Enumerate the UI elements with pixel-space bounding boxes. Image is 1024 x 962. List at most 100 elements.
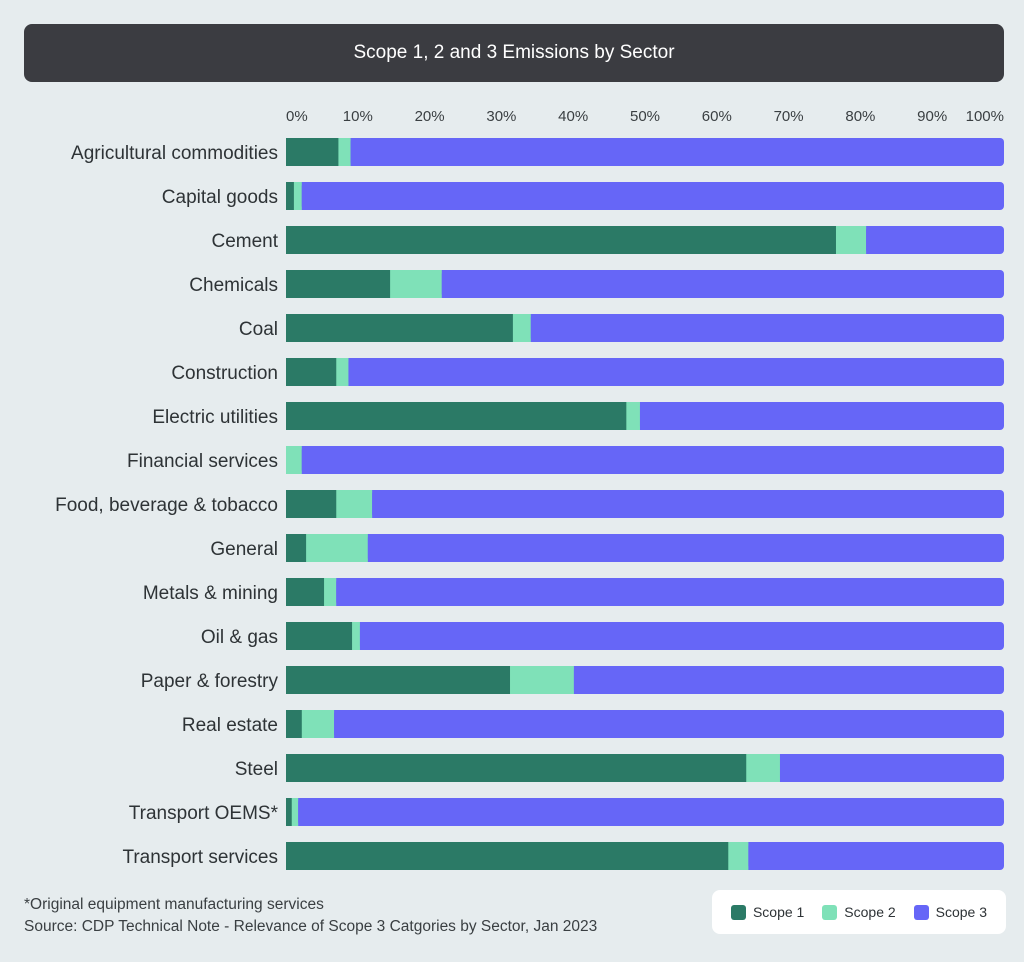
bar-segment-edge (367, 534, 374, 562)
legend: Scope 1 Scope 2 Scope 3 (712, 890, 1006, 934)
bar-segment-scope-1 (286, 842, 729, 870)
bar-row-metals-mining (286, 578, 1004, 606)
bar-segment-scope-3 (334, 710, 1004, 738)
bar-segment-edge (301, 182, 308, 210)
bar-segment-scope-2 (336, 358, 349, 386)
bar-segment-scope-3 (748, 842, 1004, 870)
bar-segment-scope-3 (372, 490, 1004, 518)
bar-segment-scope-2 (293, 182, 303, 210)
bar-segment-scope-1 (286, 270, 391, 298)
legend-label-scope-1: Scope 1 (752, 904, 805, 920)
bar-segment-scope-3 (301, 182, 1004, 210)
x-tick-label: 70% (774, 108, 804, 125)
bar-row-agricultural-commodities (286, 138, 1004, 166)
bar-segment-scope-3 (530, 314, 1004, 342)
bar-segment-scope-1 (286, 798, 293, 826)
bar-segment-edge (336, 578, 343, 606)
bar-segment-scope-3 (298, 798, 1004, 826)
bar-segment-scope-1 (286, 182, 295, 210)
legend-swatch-scope-3 (913, 904, 929, 920)
category-label: Oil & gas (201, 627, 278, 648)
bar-segment-edge (350, 138, 357, 166)
bar-segment-scope-3 (350, 138, 1004, 166)
bar-segment-scope-3 (336, 578, 1004, 606)
bar-segment-scope-1 (286, 402, 627, 430)
bar-segment-scope-2 (324, 578, 337, 606)
bar-row-construction (286, 358, 1004, 386)
x-tick-label: 20% (415, 108, 445, 125)
category-label: Financial services (127, 451, 278, 472)
bar-segment-scope-3 (779, 754, 1004, 782)
bar-row-oil-gas (286, 622, 1004, 650)
bar-segment-scope-2 (291, 798, 299, 826)
bar-segment-edge (866, 226, 873, 254)
category-label: Food, beverage & tobacco (55, 495, 278, 516)
bar-row-transport-oems (286, 798, 1004, 826)
bar-segment-scope-2 (286, 446, 303, 474)
bar-segment-edge (573, 666, 580, 694)
bar-segment-edge (748, 842, 755, 870)
bar-segment-scope-1 (286, 622, 353, 650)
bar-segment-edge (348, 358, 355, 386)
bar-row-transport-services (286, 842, 1004, 870)
bar-segment-scope-3 (348, 358, 1004, 386)
category-label: Cement (211, 231, 278, 252)
bar-segment-scope-3 (441, 270, 1004, 298)
bar-row-general (286, 534, 1004, 562)
category-label: Capital goods (162, 187, 278, 208)
bar-row-steel (286, 754, 1004, 782)
bar-segment-scope-2 (306, 534, 369, 562)
bar-row-capital-goods (286, 182, 1004, 210)
category-label: Construction (171, 363, 278, 384)
footnote-note: *Original equipment manufacturing servic… (24, 896, 324, 913)
x-tick-label: 90% (917, 108, 947, 125)
bar-segment-scope-1 (286, 710, 303, 738)
stacked-bar-chart: 0% 10% 20% 30% 40% 50% 60% 70% 80% 90% 100% Agricul… (55, 108, 1004, 870)
bar-segment-scope-1 (286, 666, 511, 694)
bar-segment-scope-3 (866, 226, 1004, 254)
bar-segment-scope-2 (746, 754, 781, 782)
bar-segment-edge (334, 710, 341, 738)
category-label: General (210, 539, 278, 560)
x-tick-label: 0% (286, 108, 308, 125)
bar-segment-scope-1 (286, 754, 747, 782)
bar-segment-edge (298, 798, 305, 826)
category-label: Electric utilities (152, 407, 278, 428)
category-label: Agricultural commodities (71, 143, 278, 164)
category-label: Real estate (182, 715, 278, 736)
bar-segment-scope-1 (286, 534, 307, 562)
bar-segment-scope-3 (359, 622, 1004, 650)
bar-segment-scope-3 (367, 534, 1004, 562)
bar-segment-edge (779, 754, 786, 782)
bar-segment-scope-1 (286, 358, 337, 386)
category-label: Paper & forestry (141, 671, 279, 692)
bar-row-coal (286, 314, 1004, 342)
bar-segment-scope-2 (626, 402, 641, 430)
bar-segment-scope-2 (728, 842, 749, 870)
x-tick-label: 60% (702, 108, 732, 125)
bar-segment-scope-1 (286, 226, 837, 254)
x-tick-label: 100% (966, 108, 1004, 125)
chart-title: Scope 1, 2 and 3 Emissions by Sector (353, 42, 675, 63)
bar-segment-scope-2 (352, 622, 361, 650)
category-label: Metals & mining (143, 583, 278, 604)
bar-segment-scope-2 (390, 270, 443, 298)
bar-segment-scope-1 (286, 490, 337, 518)
x-tick-label: 50% (630, 108, 660, 125)
bar-row-cement (286, 226, 1004, 254)
bar-segment-scope-3 (301, 446, 1004, 474)
bar-segment-scope-2 (835, 226, 867, 254)
bar-segment-edge (359, 622, 366, 650)
bar-segment-edge (639, 402, 646, 430)
bar-segment-edge (441, 270, 448, 298)
legend-label-scope-3: Scope 3 (935, 904, 987, 920)
bar-segment-scope-3 (573, 666, 1004, 694)
bar-segment-scope-2 (336, 490, 373, 518)
bar-segment-scope-1 (286, 314, 514, 342)
category-label: Coal (239, 319, 278, 340)
category-label: Transport OEMS* (129, 803, 279, 824)
category-label: Chemicals (189, 275, 278, 296)
bar-segment-scope-2 (510, 666, 575, 694)
bar-segment-scope-2 (512, 314, 532, 342)
